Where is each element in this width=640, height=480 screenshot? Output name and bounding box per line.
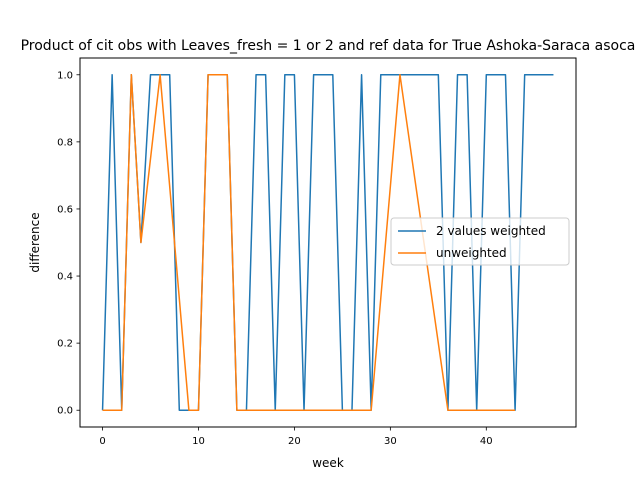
y-axis-label: difference: [28, 212, 42, 272]
y-tick-label: 0.8: [57, 137, 73, 148]
y-tick-label: 0.0: [57, 406, 73, 417]
y-tick-label: 0.6: [57, 204, 73, 215]
legend-label-unweighted: unweighted: [436, 246, 507, 260]
x-tick-label: 10: [192, 436, 205, 447]
x-tick-label: 20: [288, 436, 301, 447]
y-tick-label: 0.4: [57, 272, 73, 283]
x-axis: 0 10 20 30 40: [99, 427, 493, 447]
y-axis: 0.0 0.2 0.4 0.6 0.8 1.0: [57, 70, 80, 417]
series-line-2-values-weighted: [101, 74, 554, 411]
chart-title: Product of cit obs with Leaves_fresh = 1…: [21, 38, 636, 54]
legend-box: [390, 217, 570, 266]
plot-area: [79, 57, 577, 428]
legend-label-2-values-weighted: 2 values weighted: [436, 224, 546, 238]
series-layer: [101, 74, 554, 411]
x-tick-label: 40: [480, 436, 493, 447]
y-tick-label: 0.2: [57, 339, 73, 350]
series-line-unweighted: [102, 74, 516, 411]
x-axis-label: week: [312, 456, 344, 470]
y-tick-label: 1.0: [57, 70, 73, 81]
legend: 2 values weighted unweighted: [390, 217, 570, 266]
x-tick-label: 30: [384, 436, 397, 447]
x-tick-label: 0: [99, 436, 105, 447]
